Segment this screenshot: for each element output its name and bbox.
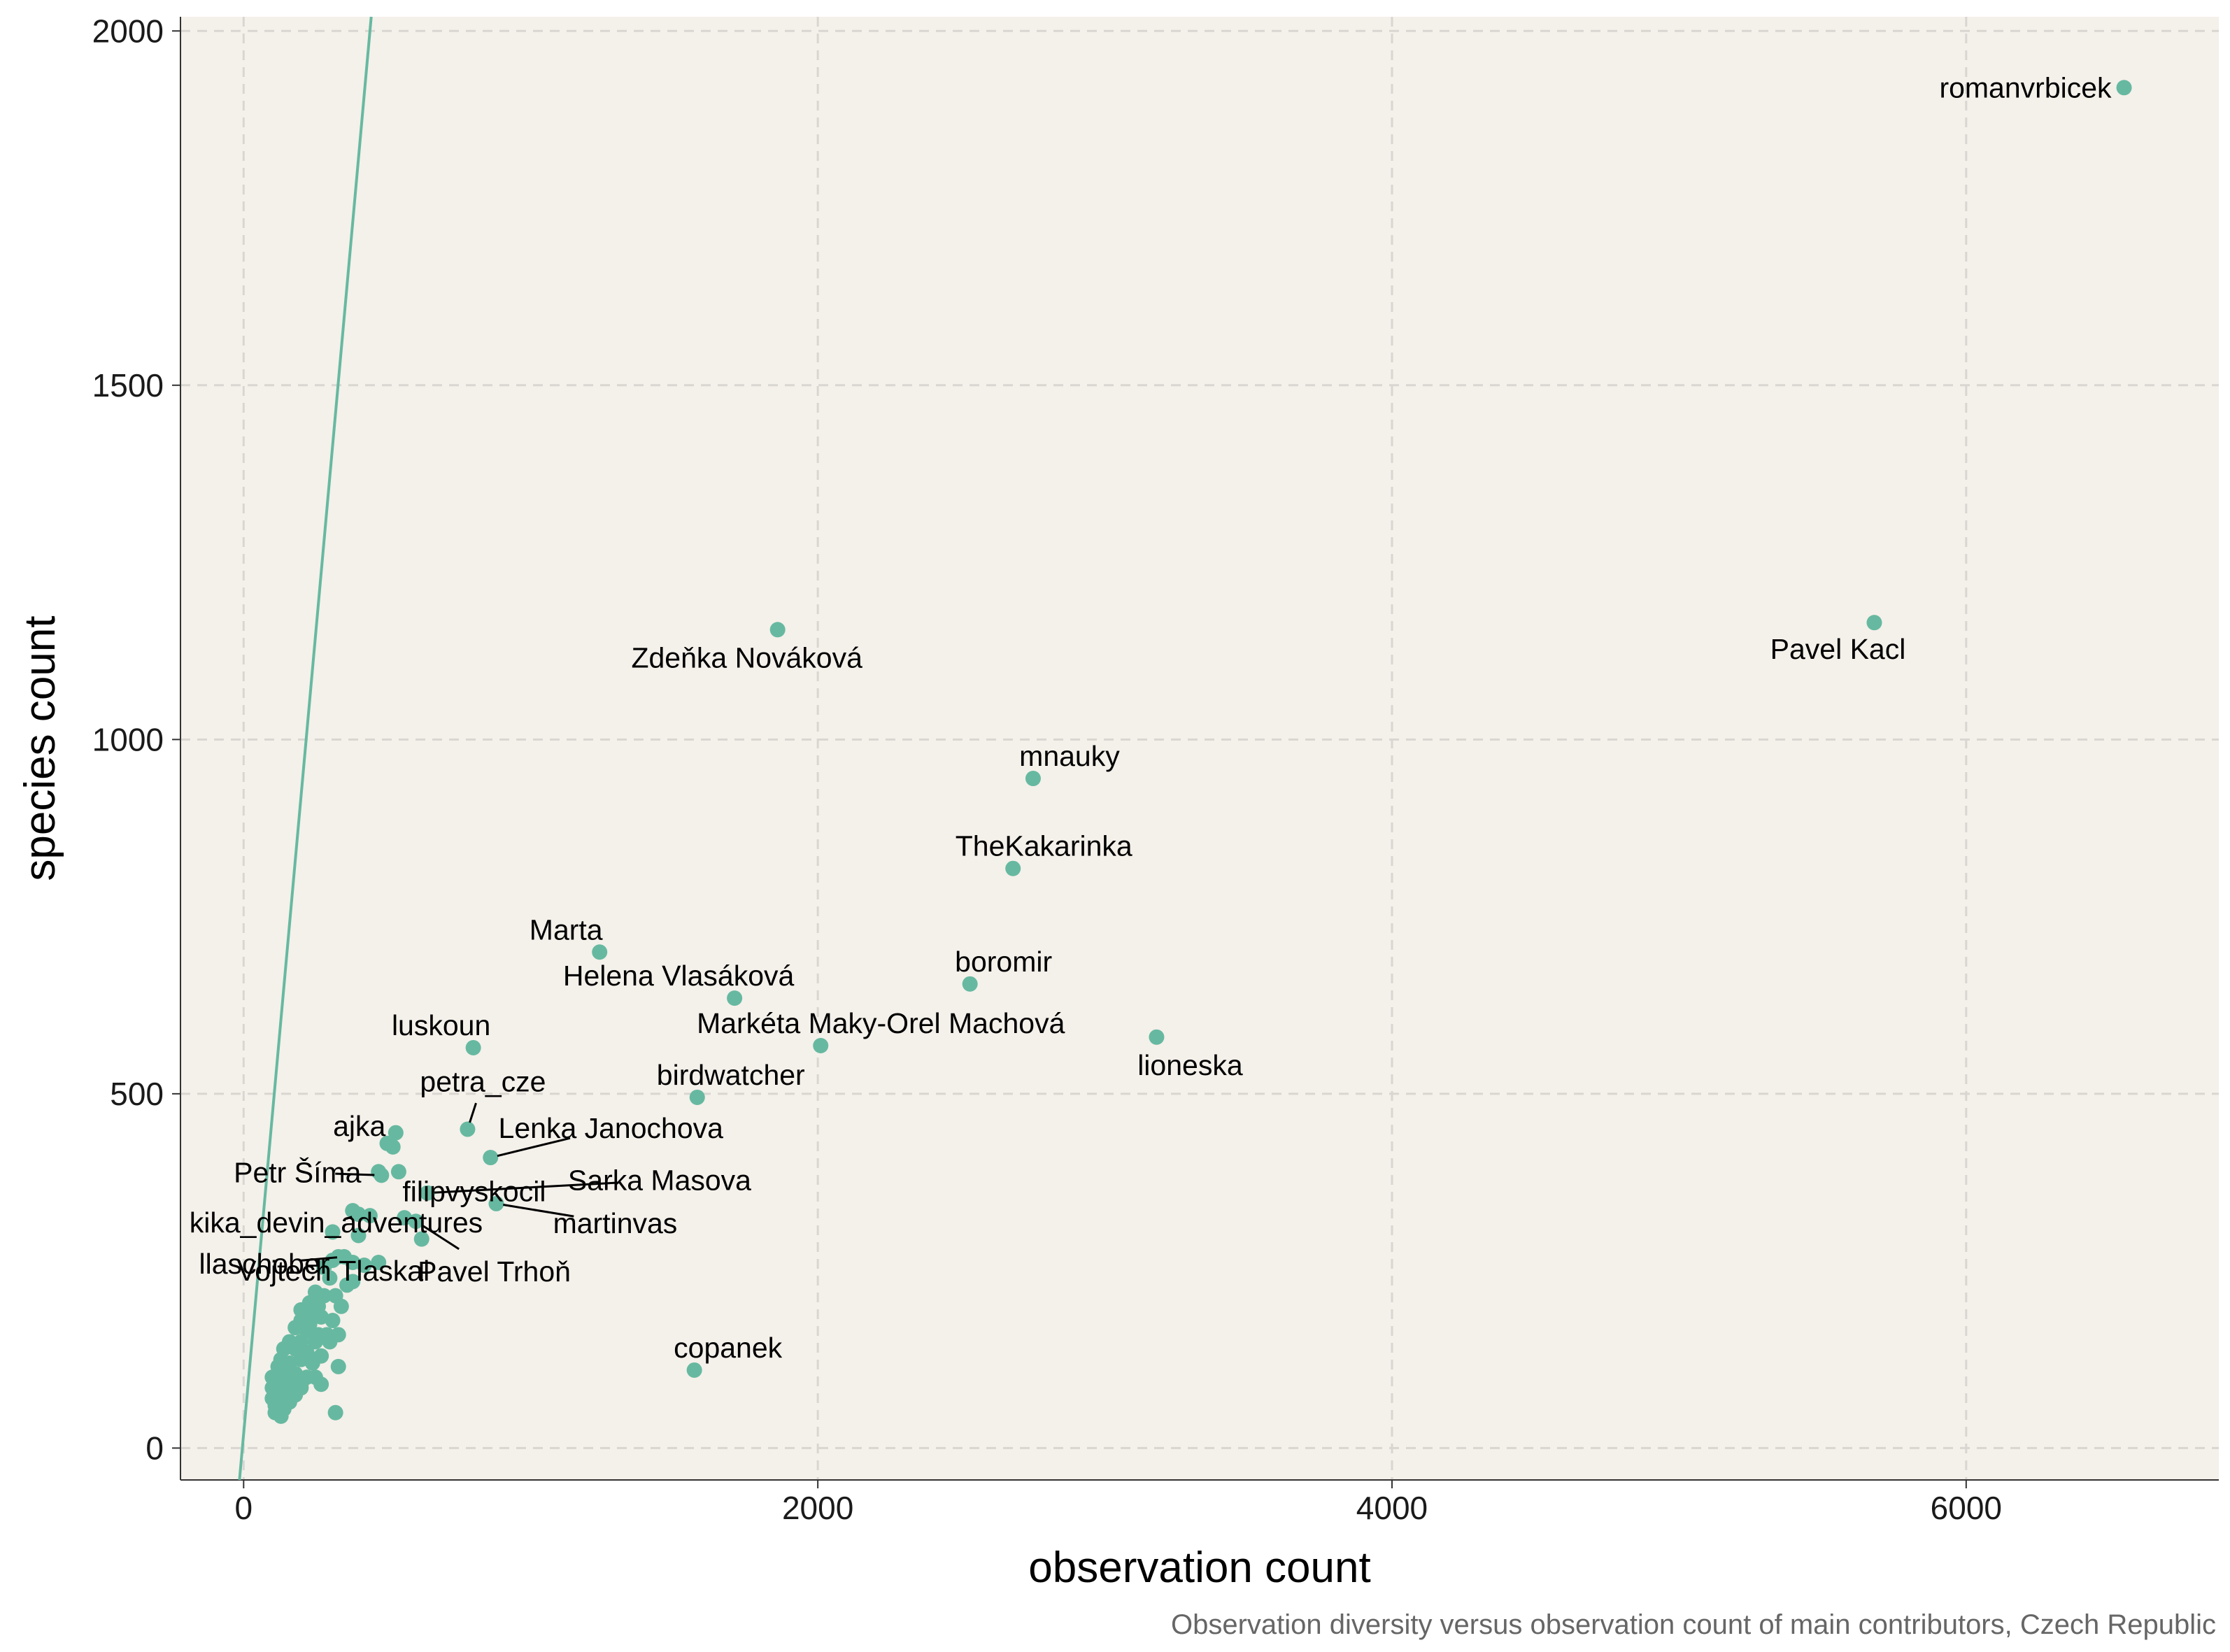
point-labels: romanvrbicek Pavel Kacl Zdeňka Nováková mna…: [190, 71, 2112, 1364]
label-leader-line: [434, 1181, 618, 1194]
point-label: boromir: [955, 946, 1052, 978]
point-label: petra_cze: [420, 1066, 546, 1098]
data-point: [488, 1195, 504, 1211]
data-point: [769, 622, 786, 638]
point-label: luskoun: [392, 1009, 490, 1041]
data-point: [330, 1358, 346, 1374]
point-label: martinvas: [553, 1207, 678, 1239]
x-tick-label: 4000: [1356, 1490, 1428, 1526]
data-point: [1025, 771, 1041, 787]
data-point: [325, 1224, 341, 1240]
point-label: ajka: [333, 1110, 385, 1142]
data-point: [322, 1270, 338, 1286]
data-point: [388, 1125, 404, 1141]
point-label: Helena Vlasáková: [563, 960, 795, 992]
data-point: [325, 1313, 341, 1329]
data-point: [293, 1380, 309, 1396]
data-point: [374, 1167, 390, 1183]
x-tick-label: 2000: [782, 1490, 853, 1526]
point-label: Sarka Masova: [568, 1165, 751, 1197]
data-point: [686, 1362, 702, 1378]
label-leader-line: [335, 1172, 375, 1176]
x-tick-label: 6000: [1931, 1490, 2002, 1526]
point-label: Marta: [530, 913, 603, 946]
data-point: [1149, 1029, 1165, 1045]
data-point: [345, 1274, 361, 1290]
axis-ticks: 0 2000 4000 6000 0 500 1000 1500 2000: [92, 13, 2002, 1526]
point-label: mnauky: [1019, 740, 1120, 772]
leader-lines: [300, 1102, 618, 1262]
data-point: [592, 944, 608, 960]
data-point: [327, 1404, 343, 1420]
point-label: Zdeňka Nováková: [631, 641, 862, 674]
point-label: Markéta Maky-Orel Machová: [697, 1007, 1065, 1039]
panel-background: [180, 17, 2219, 1480]
point-label: kika_devin_adventures: [190, 1206, 483, 1239]
point-label: copanek: [674, 1332, 783, 1364]
data-point: [689, 1089, 705, 1105]
point-label: TheKakarinka: [956, 830, 1132, 862]
data-point: [2116, 80, 2132, 96]
label-leader-line: [497, 1137, 571, 1158]
data-point: [273, 1408, 289, 1424]
data-point: [307, 1369, 323, 1386]
data-point: [350, 1206, 367, 1223]
data-point: [385, 1139, 401, 1155]
point-label: Lenka Janochova: [499, 1112, 724, 1144]
data-point: [962, 976, 978, 992]
grid-lines: [180, 17, 2219, 1480]
point-label: filipvyskocil: [402, 1175, 546, 1207]
data-point: [333, 1298, 349, 1314]
y-tick-label: 0: [145, 1430, 164, 1466]
data-point: [336, 1248, 352, 1265]
data-point: [371, 1254, 387, 1270]
point-label: birdwatcher: [657, 1059, 805, 1091]
point-label: Pavel Trhoň: [418, 1255, 571, 1288]
point-label: Vojtech Tlaskal: [237, 1255, 429, 1287]
y-tick-label: 2000: [92, 13, 164, 49]
point-label: llaschober: [199, 1248, 329, 1280]
label-leader-line: [469, 1102, 477, 1123]
data-point: [419, 1185, 435, 1201]
data-point: [813, 1037, 829, 1053]
point-label: romanvrbicek: [1939, 71, 2112, 104]
x-tick-label: 0: [234, 1490, 253, 1526]
data-point: [483, 1150, 499, 1166]
label-leader-line: [346, 1216, 353, 1220]
y-tick-label: 500: [110, 1076, 164, 1112]
point-label: lioneska: [1137, 1049, 1243, 1081]
data-point: [304, 1355, 320, 1371]
data-point: [1866, 615, 1882, 631]
label-leader-line: [421, 1224, 460, 1251]
data-point: [460, 1121, 476, 1137]
data-point: [362, 1208, 378, 1224]
data-point: [356, 1258, 372, 1274]
reference-line-layer: [238, 16, 373, 1481]
points-layer: [264, 80, 2132, 1424]
point-label: Petr Šíma: [234, 1156, 361, 1188]
data-point: [322, 1334, 338, 1350]
data-point: [408, 1213, 424, 1230]
chart-caption: Observation diversity versus observation…: [1171, 1609, 2216, 1640]
y-axis-title: species count: [16, 615, 64, 881]
data-point: [1005, 860, 1021, 876]
data-point: [465, 1040, 481, 1056]
data-point: [301, 1316, 318, 1332]
data-point: [727, 990, 743, 1006]
data-point: [413, 1231, 429, 1247]
label-leader-line: [300, 1256, 338, 1262]
label-leader-line: [503, 1204, 574, 1218]
data-point: [307, 1334, 323, 1350]
y-tick-label: 1000: [92, 721, 164, 757]
data-point: [350, 1227, 367, 1244]
point-label: Pavel Kacl: [1770, 633, 1906, 665]
x-axis-title: observation count: [1028, 1544, 1370, 1592]
reference-line: [238, 16, 373, 1481]
y-tick-label: 1500: [92, 367, 164, 404]
data-point: [390, 1164, 406, 1180]
